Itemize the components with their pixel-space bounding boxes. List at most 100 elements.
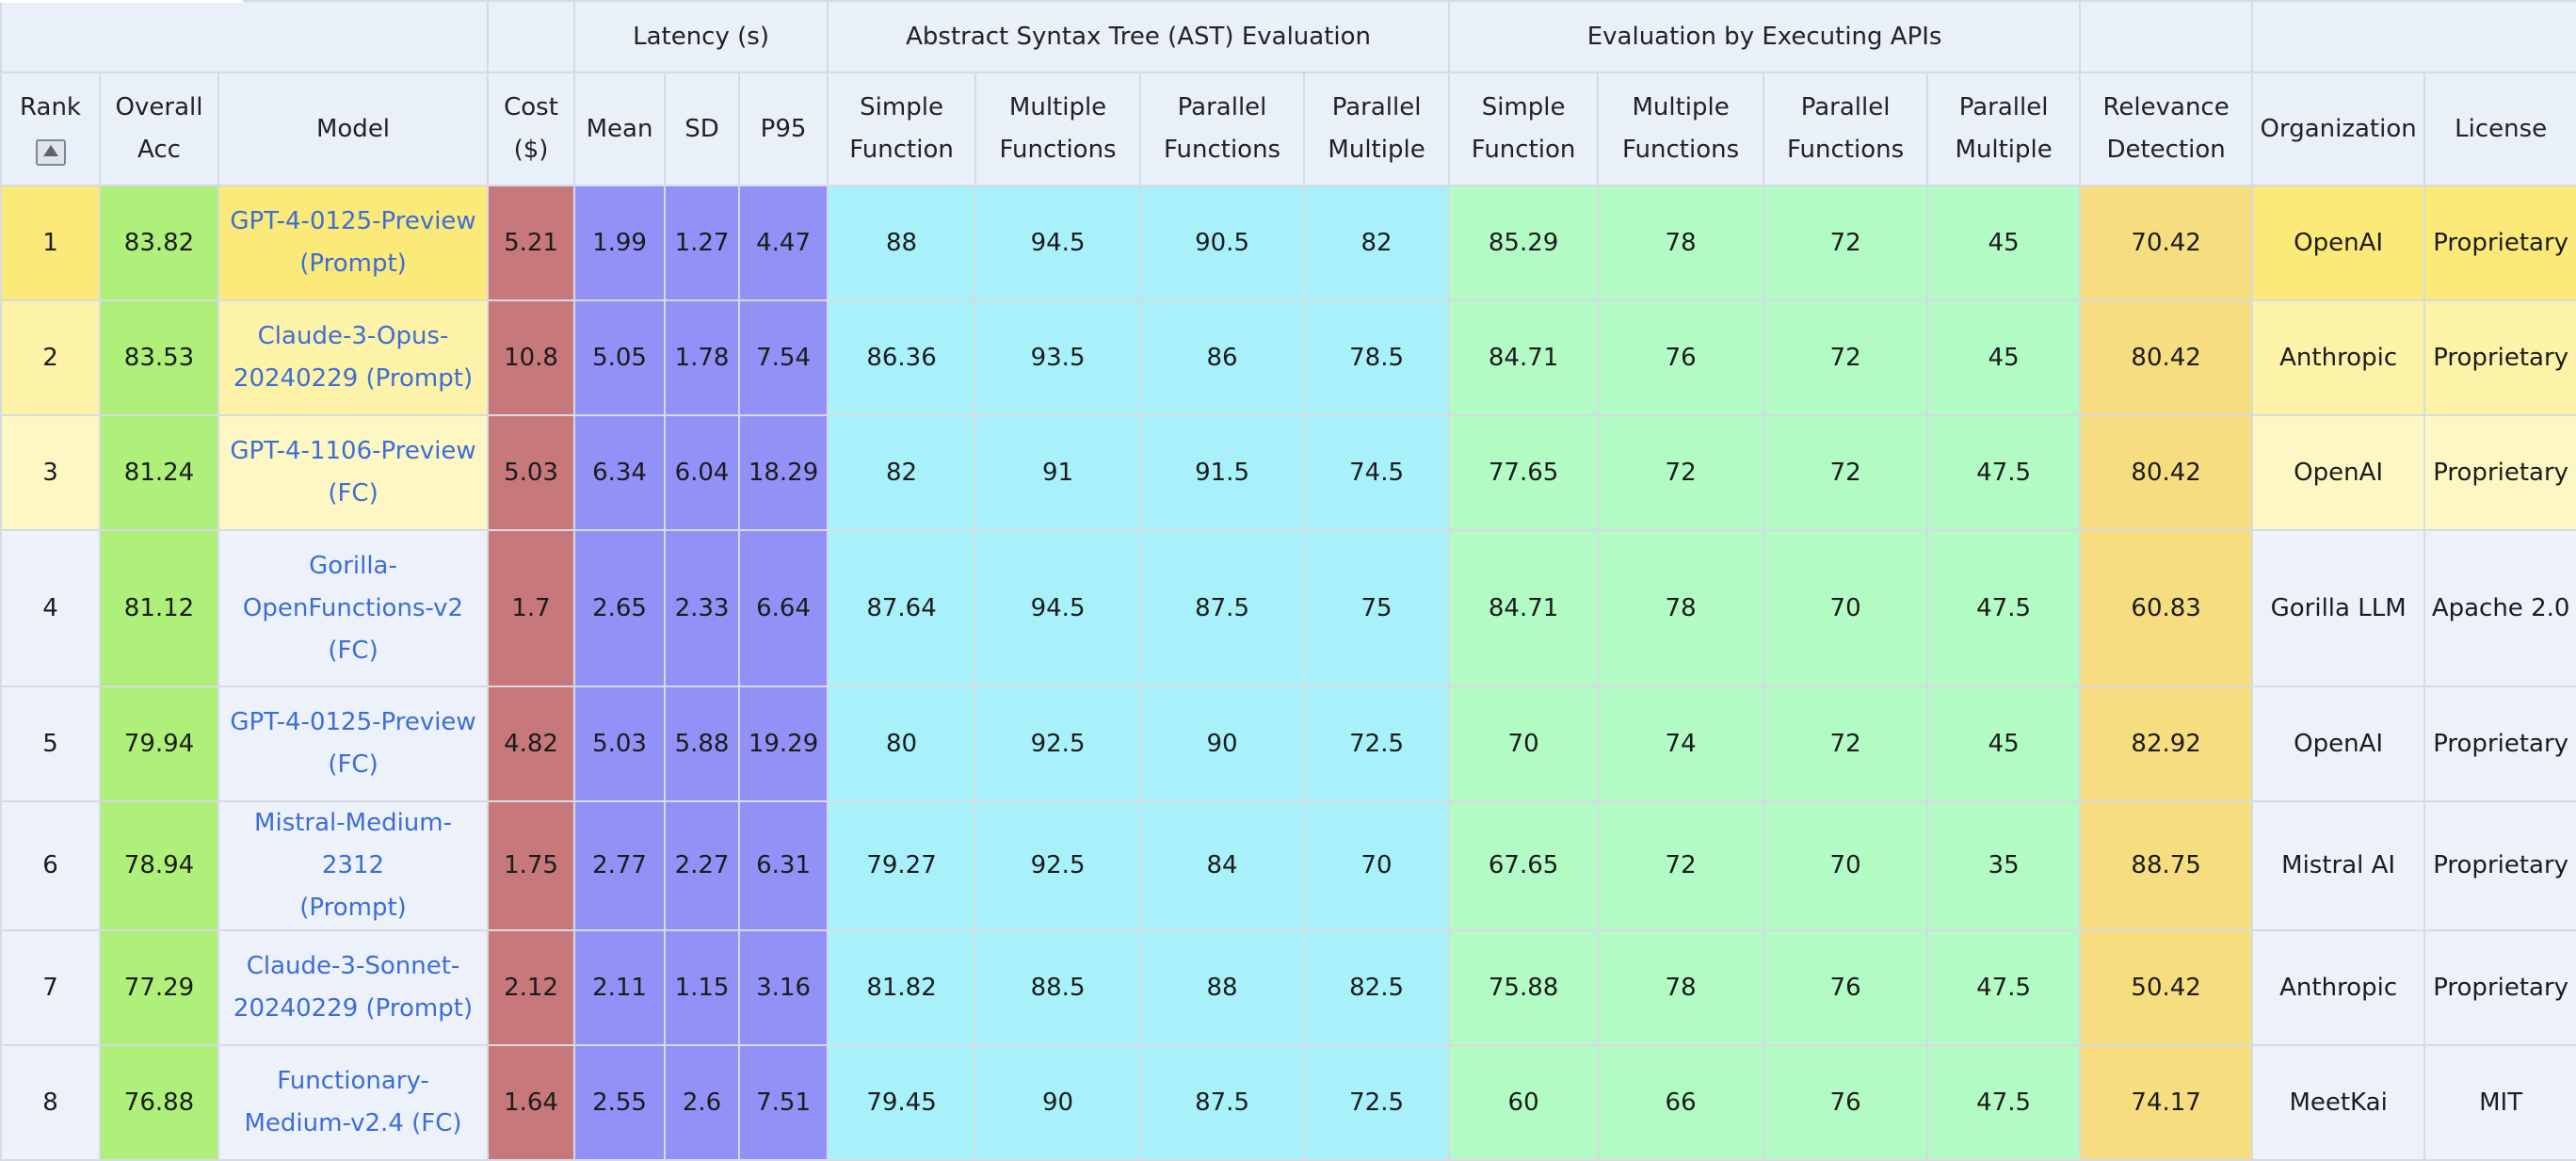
exec-parallel-cell: 70 [1763,529,1929,687]
model-link[interactable]: GPT-4-0125-Preview (FC) [217,685,490,802]
table-row[interactable]: 5 79.94 GPT-4-0125-Preview (FC) 4.82 5.03 5.88… [0,685,2576,802]
table-row[interactable]: 8 76.88 Functionary- Medium-v2.4 (FC) 1.64 2.… [0,1044,2576,1161]
model-link[interactable]: Functionary- Medium-v2.4 (FC) [217,1044,490,1161]
model-name-line[interactable]: (FC) [328,636,378,665]
relevance-cell: 74.17 [2079,1044,2254,1161]
table-row[interactable]: 4 81.12 Gorilla- OpenFunctions-v2 (FC) 1.7 2.6… [0,529,2576,687]
column-header-organization[interactable]: Organization [2251,72,2426,186]
relevance-cell: 80.42 [2079,299,2254,416]
ast-parallel-cell: 84 [1139,800,1306,931]
overall-acc-cell: 76.88 [99,1044,219,1161]
license-cell: Proprietary [2423,929,2576,1046]
model-name-line[interactable]: OpenFunctions-v2 [242,593,464,622]
column-header-exec-multiple[interactable]: Multiple Functions [1597,72,1765,186]
latency-sd-cell: 1.27 [664,185,741,301]
column-header-exec-parallel-multiple[interactable]: Parallel Multiple [1926,72,2082,186]
column-header-license[interactable]: License [2423,72,2576,186]
model-name-line[interactable]: Claude-3-Opus- [257,322,449,350]
ast-parallel-cell: 91.5 [1139,414,1306,531]
model-name-line[interactable]: (FC) [328,750,378,779]
model-name-line[interactable]: (Prompt) [299,250,407,278]
ast-parallel-multiple-cell: 78.5 [1303,299,1451,416]
column-header-label: Functions [1163,136,1281,164]
relevance-cell: 88.75 [2079,800,2254,931]
ast-parallel-multiple-cell: 74.5 [1303,414,1451,531]
column-header-cost[interactable]: Cost ($) [487,72,576,186]
latency-p95-cell: 6.64 [738,529,829,687]
column-header-exec-parallel[interactable]: Parallel Functions [1763,72,1929,186]
column-header-label: Multiple [1008,93,1107,121]
exec-parallel-multiple-cell: 47.5 [1926,1044,2082,1161]
column-header-ast-parallel-multiple[interactable]: Parallel Multiple [1303,72,1451,186]
table-row[interactable]: 6 78.94 Mistral-Medium-2312 (Prompt) 1.75 2.7… [0,800,2576,931]
model-name-line[interactable]: Medium-v2.4 (FC) [244,1109,462,1137]
model-name-line[interactable]: 20240229 (Prompt) [233,994,474,1023]
model-link[interactable]: GPT-4-0125-Preview (Prompt) [217,185,490,301]
license-cell: Proprietary [2423,800,2576,931]
table-row[interactable]: 3 81.24 GPT-4-1106-Preview (FC) 5.03 6.34 6.04… [0,414,2576,531]
ast-parallel-multiple-cell: 72.5 [1303,1044,1451,1161]
column-header-ast-parallel[interactable]: Parallel Functions [1139,72,1306,186]
ast-multiple-cell: 92.5 [974,685,1142,802]
column-header-ast-simple[interactable]: Simple Function [827,72,977,186]
corner-mark [0,0,243,3]
exec-parallel-multiple-cell: 47.5 [1926,529,2082,687]
sort-ascending-icon[interactable] [35,138,66,166]
column-header-overall-acc[interactable]: Overall Acc [99,72,219,186]
ast-parallel-cell: 90.5 [1139,185,1306,301]
column-header-label: Multiple [1632,93,1730,121]
column-header-rank[interactable]: Rank [0,72,101,186]
model-name-line[interactable]: GPT-4-0125-Preview [230,207,476,235]
model-name-line[interactable]: Functionary- [277,1067,429,1095]
group-header-blank [0,0,490,73]
table-row[interactable]: 1 83.82 GPT-4-0125-Preview (Prompt) 5.21 1.99… [0,185,2576,301]
ast-parallel-multiple-cell: 82.5 [1303,929,1451,1046]
model-name-line[interactable]: Claude-3-Sonnet- [246,952,460,980]
column-header-label: Simple [1481,93,1566,121]
ast-multiple-cell: 94.5 [974,529,1142,687]
table-row[interactable]: 2 83.53 Claude-3-Opus- 20240229 (Prompt) 10.… [0,299,2576,416]
model-name-line[interactable]: (FC) [328,479,378,508]
exec-parallel-cell: 72 [1763,299,1929,416]
column-header-ast-multiple[interactable]: Multiple Functions [974,72,1142,186]
model-name-line[interactable]: (Prompt) [299,894,407,922]
table-row[interactable]: 7 77.29 Claude-3-Sonnet- 20240229 (Prompt) 2… [0,929,2576,1046]
latency-sd-cell: 1.78 [664,299,741,416]
model-link[interactable]: Mistral-Medium-2312 (Prompt) [217,800,490,931]
column-header-label: Rank [20,93,81,121]
column-header-exec-simple[interactable]: Simple Function [1448,72,1600,186]
model-name-line[interactable]: GPT-4-1106-Preview [230,437,476,465]
column-header-label: Detection [2106,136,2226,164]
ast-multiple-cell: 93.5 [974,299,1142,416]
column-header-relevance[interactable]: Relevance Detection [2079,72,2254,186]
model-link[interactable]: Gorilla- OpenFunctions-v2 (FC) [217,529,490,687]
rank-cell: 8 [0,1044,101,1161]
latency-p95-cell: 3.16 [738,929,829,1046]
column-header-label: Parallel [1958,93,2049,121]
model-name-line[interactable]: 20240229 (Prompt) [233,364,474,393]
column-header-label: Function [1471,136,1576,164]
exec-parallel-multiple-cell: 45 [1926,685,2082,802]
ast-simple-cell: 86.36 [827,299,977,416]
ast-simple-cell: 82 [827,414,977,531]
overall-acc-cell: 81.12 [99,529,219,687]
cost-cell: 2.12 [487,929,576,1046]
column-header-model[interactable]: Model [217,72,490,186]
model-link[interactable]: GPT-4-1106-Preview (FC) [217,414,490,531]
ast-simple-cell: 79.27 [827,800,977,931]
exec-simple-cell: 84.71 [1448,299,1600,416]
model-name-line[interactable]: Gorilla- [309,551,397,580]
model-name-line[interactable]: Mistral-Medium-2312 [254,809,452,879]
column-header-sd[interactable]: SD [664,72,741,186]
exec-parallel-cell: 72 [1763,685,1929,802]
model-link[interactable]: Claude-3-Opus- 20240229 (Prompt) [217,299,490,416]
table-header: Latency (s) Abstract Syntax Tree (AST) E… [0,0,2576,186]
column-header-mean[interactable]: Mean [573,72,667,186]
overall-acc-cell: 79.94 [99,685,219,802]
cost-cell: 1.64 [487,1044,576,1161]
license-cell: Proprietary [2423,414,2576,531]
model-link[interactable]: Claude-3-Sonnet- 20240229 (Prompt) [217,929,490,1046]
model-name-line[interactable]: GPT-4-0125-Preview [230,708,476,736]
column-header-p95[interactable]: P95 [738,72,829,186]
ast-simple-cell: 87.64 [827,529,977,687]
